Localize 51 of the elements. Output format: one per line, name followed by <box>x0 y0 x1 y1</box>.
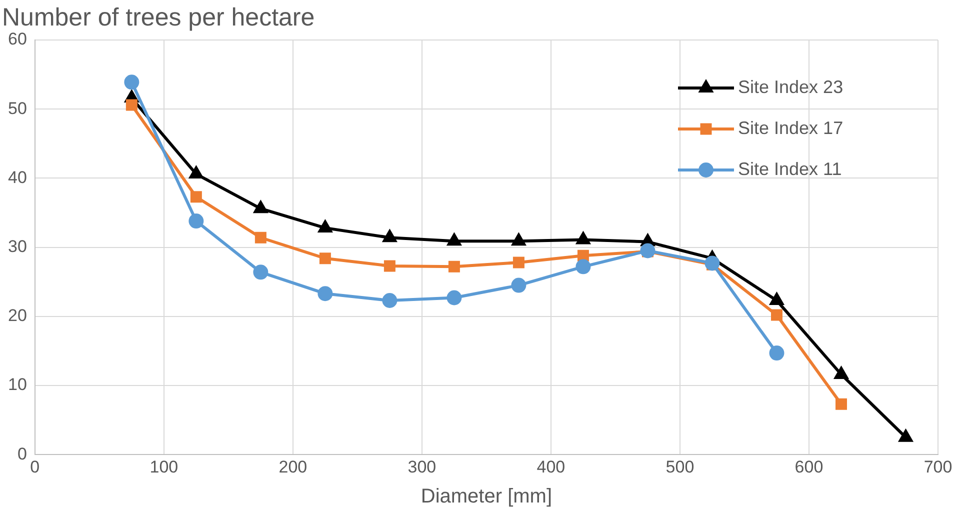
x-tick-label: 700 <box>924 457 952 476</box>
legend-label: Site Index 23 <box>738 76 844 97</box>
x-tick-label: 400 <box>536 457 566 476</box>
point <box>899 430 912 442</box>
point <box>446 290 462 306</box>
point <box>126 99 138 111</box>
legend-label: Site Index 11 <box>738 158 842 179</box>
x-axis-title: Diameter [mm] <box>420 486 552 508</box>
point <box>384 260 396 272</box>
legend-label: Site Index 17 <box>738 118 844 138</box>
point <box>253 264 268 280</box>
point <box>512 234 526 246</box>
point <box>704 256 720 271</box>
point <box>318 220 332 232</box>
point <box>770 293 784 306</box>
y-tick-label: 40 <box>8 168 27 187</box>
point <box>318 286 333 302</box>
y-tick-label: 30 <box>8 236 27 256</box>
x-tick-label: 500 <box>666 457 694 476</box>
y-tick-label: 10 <box>8 375 27 394</box>
y-tick-label: 50 <box>8 98 27 118</box>
point <box>640 243 656 258</box>
point <box>189 166 203 179</box>
x-tick-label: 200 <box>278 457 308 476</box>
point <box>512 256 524 268</box>
x-tick-label: 300 <box>408 457 436 476</box>
point <box>834 366 848 379</box>
point <box>577 250 589 262</box>
point <box>383 230 396 242</box>
x-tick-label: 600 <box>794 457 824 476</box>
point <box>576 259 591 274</box>
point <box>190 191 202 203</box>
point <box>511 278 526 293</box>
y-tick-label: 60 <box>8 30 27 49</box>
y-tick-label: 20 <box>8 306 27 326</box>
y-tick-label: 0 <box>17 444 27 464</box>
point <box>576 232 590 244</box>
point <box>382 293 398 308</box>
point <box>188 214 204 229</box>
chart-title: Number of trees per hectare <box>2 3 315 32</box>
point <box>448 260 460 272</box>
point <box>769 346 784 361</box>
point <box>448 234 461 246</box>
point <box>124 74 140 90</box>
point <box>254 201 268 214</box>
x-tick-label: 0 <box>30 457 40 476</box>
point <box>254 232 266 244</box>
point <box>319 252 331 264</box>
point <box>770 309 782 321</box>
point <box>836 398 847 410</box>
x-tick-label: 100 <box>150 457 178 476</box>
